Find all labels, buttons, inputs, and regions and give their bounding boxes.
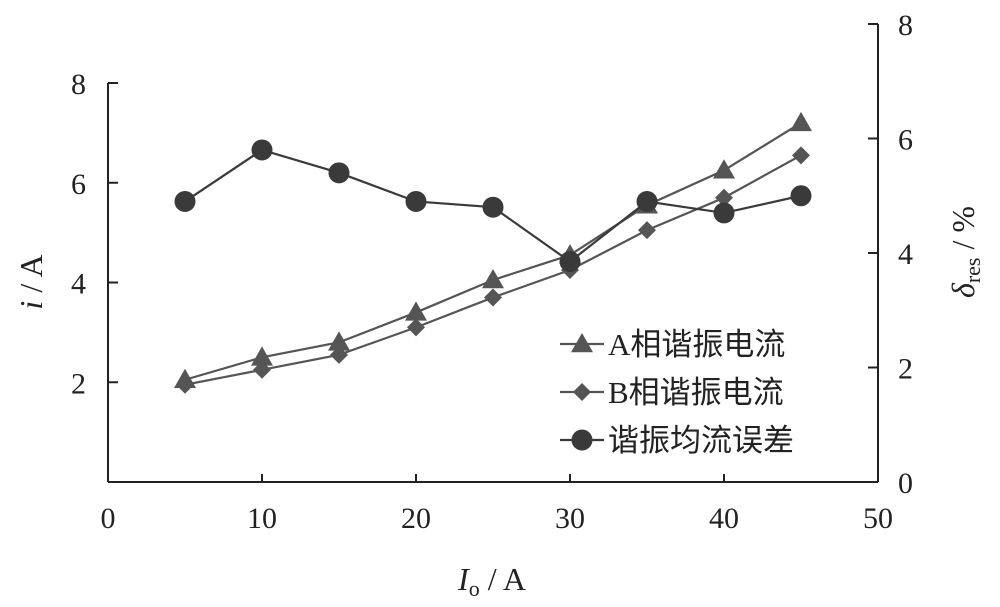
left-y-tick-label: 4 bbox=[71, 268, 86, 301]
legend-label: 谐振均流误差 bbox=[608, 423, 794, 458]
left-y-axis-ticks: 2 4 6 8 bbox=[71, 68, 118, 400]
left-y-axis-label: i / A bbox=[13, 254, 49, 309]
right-y-axis-label-sub: res bbox=[960, 258, 985, 284]
left-y-tick-label: 2 bbox=[71, 367, 86, 400]
legend-item: B相谐振电流 bbox=[560, 375, 784, 410]
data-point bbox=[713, 202, 735, 224]
x-axis-label-unit: / A bbox=[480, 561, 526, 597]
data-point bbox=[330, 345, 348, 364]
legend-label: B相谐振电流 bbox=[608, 375, 784, 410]
x-tick-label: 10 bbox=[247, 502, 277, 535]
x-axis-label-main: I bbox=[457, 561, 470, 597]
legend-item: A相谐振电流 bbox=[560, 327, 785, 362]
data-point bbox=[713, 159, 735, 179]
left-y-axis-label-main: i bbox=[13, 301, 49, 310]
legend-marker bbox=[571, 333, 593, 353]
data-point bbox=[405, 301, 427, 321]
data-point bbox=[790, 185, 812, 207]
right-y-tick-label: 4 bbox=[898, 238, 913, 271]
right-y-tick-label: 8 bbox=[898, 9, 913, 42]
data-point bbox=[482, 269, 504, 289]
right-y-tick-label: 2 bbox=[898, 353, 913, 386]
data-point bbox=[328, 331, 350, 351]
x-tick-label: 0 bbox=[101, 502, 116, 535]
right-y-axis-ticks: 0 2 4 6 8 bbox=[868, 9, 913, 500]
data-point bbox=[405, 190, 427, 212]
x-axis-label-sub: o bbox=[469, 576, 480, 601]
right-y-tick-label: 6 bbox=[898, 124, 913, 157]
data-point bbox=[790, 111, 812, 132]
data-point bbox=[559, 251, 581, 273]
left-y-tick-label: 6 bbox=[71, 168, 86, 201]
data-point bbox=[251, 346, 273, 366]
data-point bbox=[407, 318, 425, 337]
x-axis-label: Io / A bbox=[457, 561, 526, 601]
x-tick-label: 50 bbox=[863, 502, 893, 535]
data-point bbox=[328, 162, 350, 184]
data-point bbox=[484, 288, 502, 307]
right-y-axis-label-unit: / % bbox=[945, 206, 981, 258]
series-3 bbox=[174, 139, 812, 273]
data-point bbox=[176, 375, 194, 394]
x-tick-label: 20 bbox=[401, 502, 431, 535]
right-y-tick-label: 0 bbox=[898, 467, 913, 500]
legend-marker bbox=[573, 383, 591, 401]
data-point bbox=[715, 188, 733, 207]
data-point bbox=[638, 221, 656, 240]
chart-axes bbox=[107, 24, 879, 483]
left-y-axis-label-unit: / A bbox=[13, 254, 49, 300]
data-point bbox=[636, 190, 658, 212]
x-tick-label: 30 bbox=[555, 502, 585, 535]
right-y-axis-label: δres / % bbox=[945, 206, 985, 298]
left-y-tick-label: 8 bbox=[71, 68, 86, 101]
data-point bbox=[174, 190, 196, 212]
x-axis-ticks: 0 10 20 30 40 50 bbox=[101, 474, 893, 535]
data-point bbox=[792, 146, 810, 165]
data-point bbox=[251, 139, 273, 161]
right-y-axis-label-main: δ bbox=[945, 282, 981, 298]
x-tick-label: 40 bbox=[709, 502, 739, 535]
data-point bbox=[482, 196, 504, 218]
legend-label: A相谐振电流 bbox=[608, 327, 785, 362]
series-layer bbox=[174, 111, 812, 394]
legend-marker bbox=[571, 429, 593, 451]
data-point bbox=[253, 360, 271, 379]
legend-item: 谐振均流误差 bbox=[560, 423, 794, 458]
